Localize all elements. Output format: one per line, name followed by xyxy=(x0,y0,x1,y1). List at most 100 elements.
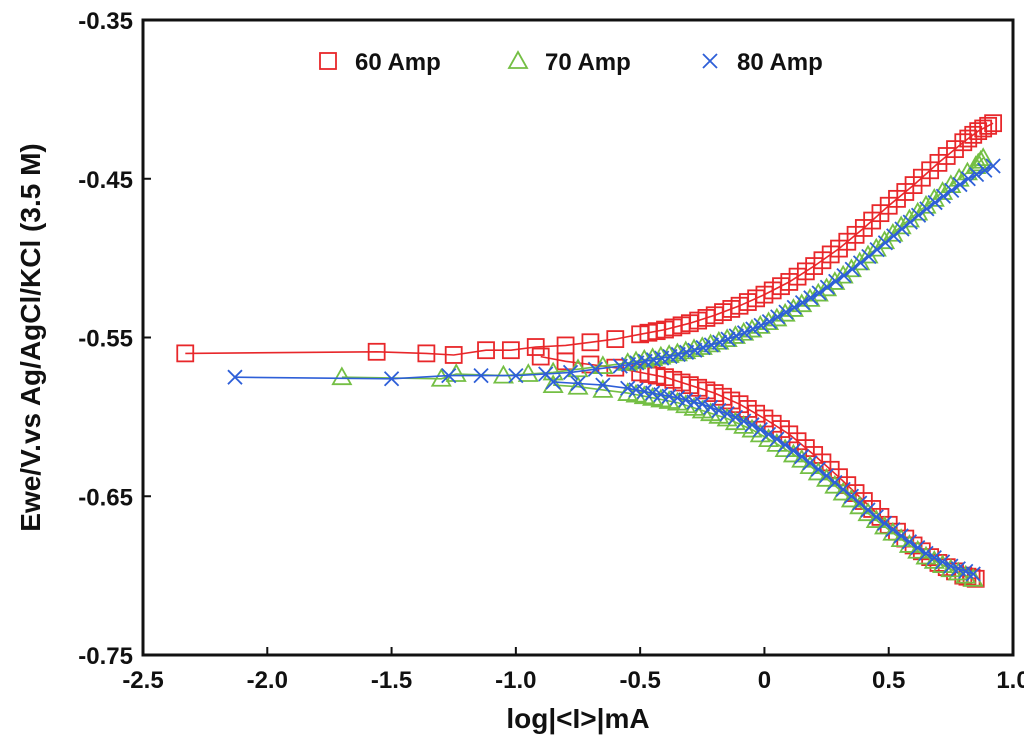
x-axis-tick-labels: -2.5 -2.0 -1.5 -1.0 -0.5 0 0.5 1.0 xyxy=(122,667,1024,694)
cathodic-data-point xyxy=(910,539,926,556)
anodic-data-point xyxy=(960,171,976,187)
anodic-data-point xyxy=(974,119,993,138)
x-tick-label: -1.0 xyxy=(495,667,536,694)
y-tick-label: -0.75 xyxy=(78,643,133,670)
x-tick-label: -2.0 xyxy=(247,667,288,694)
cathodic-data-point xyxy=(918,545,934,562)
anodic-data-point xyxy=(927,194,943,211)
anodic-data-point xyxy=(508,367,524,384)
cathodic-data-point xyxy=(885,521,901,538)
anodic-data-point xyxy=(695,339,711,356)
cathodic-data-point xyxy=(736,413,752,429)
anodic-data-point xyxy=(861,248,877,265)
anodic-data-point xyxy=(367,342,386,361)
cathodic-data-point xyxy=(802,455,818,471)
series-80-amp xyxy=(227,158,1001,582)
cathodic-data-point xyxy=(744,417,760,433)
anodic-data-point xyxy=(828,273,844,290)
cathodic-data-point xyxy=(570,375,586,392)
anodic-data-point xyxy=(919,201,935,217)
y-tick-label: -0.55 xyxy=(78,326,133,353)
anodic-data-point xyxy=(761,313,778,330)
cathodic-data-point xyxy=(777,437,793,453)
cathodic-data-point xyxy=(876,515,893,531)
anodic-data-point xyxy=(944,182,960,199)
y-axis-title: Ewe/V.vs Ag/AgCl/KCl (3.5 M) xyxy=(15,143,46,531)
cathodic-data-point xyxy=(727,409,744,426)
anodic-data-point xyxy=(803,290,819,306)
cathodic-data-point xyxy=(719,406,735,422)
anodic-data-point xyxy=(852,255,869,271)
anodic-data-point xyxy=(606,330,625,348)
cathodic-data-point xyxy=(567,375,589,395)
anodic-data-point xyxy=(728,328,744,344)
anodic-data-point xyxy=(877,235,894,251)
anodic-data-point xyxy=(977,162,993,178)
anodic-data-point xyxy=(703,337,720,353)
cathodic-data-point xyxy=(926,549,942,566)
y-tick-label: -0.65 xyxy=(78,484,133,511)
x-tick-label: -0.5 xyxy=(619,667,660,694)
anodic-data-point xyxy=(910,207,927,223)
cathodic-data-point xyxy=(545,374,561,390)
plot-area xyxy=(176,114,1003,588)
legend-marker-icon xyxy=(507,50,529,69)
cathodic-data-point xyxy=(852,495,868,511)
cathodic-data-point xyxy=(810,461,826,477)
anodic-data-point xyxy=(562,364,579,381)
cathodic-data-point xyxy=(556,352,575,371)
anodic-data-point xyxy=(794,294,811,311)
cathodic-data-point xyxy=(835,481,851,498)
anodic-data-point xyxy=(441,367,457,384)
y-tick-label: -0.35 xyxy=(78,8,133,35)
anodic-data-point xyxy=(687,342,703,358)
anodic-data-point xyxy=(745,321,761,337)
anodic-branch-line xyxy=(185,122,994,356)
cathodic-data-point xyxy=(934,554,951,570)
cathodic-data-point xyxy=(595,377,611,393)
x-tick-label: 0 xyxy=(758,667,771,694)
anodic-data-point xyxy=(712,334,728,350)
cathodic-data-point xyxy=(827,474,843,491)
anodic-data-point xyxy=(819,279,836,295)
anodic-data-point xyxy=(979,116,998,135)
anodic-data-point xyxy=(753,317,769,333)
anodic-data-point xyxy=(736,325,753,341)
anodic-data-point xyxy=(952,176,968,193)
anodic-data-point xyxy=(972,147,994,167)
cathodic-data-point xyxy=(860,502,876,518)
anodic-data-point xyxy=(720,331,736,347)
cathodic-data-point xyxy=(542,374,564,394)
anodic-data-point xyxy=(383,371,400,387)
anodic-data-point xyxy=(869,242,885,258)
legend-label: 80 Amp xyxy=(737,49,823,76)
anodic-data-point xyxy=(444,346,463,364)
anodic-data-point xyxy=(227,369,243,385)
cathodic-data-point xyxy=(868,509,884,525)
x-tick-label: 0.5 xyxy=(872,667,905,694)
anodic-data-point xyxy=(786,299,802,315)
anodic-data-point xyxy=(886,228,902,244)
x-tick-label: -1.5 xyxy=(371,667,412,694)
anodic-data-point xyxy=(964,125,983,144)
anodic-data-point xyxy=(844,261,860,277)
anodic-data-point xyxy=(492,364,514,384)
cathodic-data-point xyxy=(901,534,918,550)
cathodic-data-point xyxy=(531,347,550,366)
cathodic-data-point xyxy=(893,528,909,544)
cathodic-data-point xyxy=(694,396,710,412)
anodic-data-point xyxy=(445,363,467,382)
legend-marker-icon xyxy=(319,52,337,70)
anodic-branch-line xyxy=(341,157,984,380)
cathodic-data-point xyxy=(769,431,785,447)
x-tick-label: 1.0 xyxy=(996,667,1024,694)
anodic-data-point xyxy=(811,285,827,301)
y-axis-tick-labels: -0.35 -0.45 -0.55 -0.65 -0.75 xyxy=(78,8,133,670)
legend-label: 60 Amp xyxy=(355,49,441,76)
anodic-data-point xyxy=(836,267,852,284)
anodic-data-point xyxy=(331,366,353,386)
cathodic-data-point xyxy=(711,402,727,419)
anodic-data-point xyxy=(770,309,786,325)
cathodic-data-point xyxy=(794,448,810,465)
